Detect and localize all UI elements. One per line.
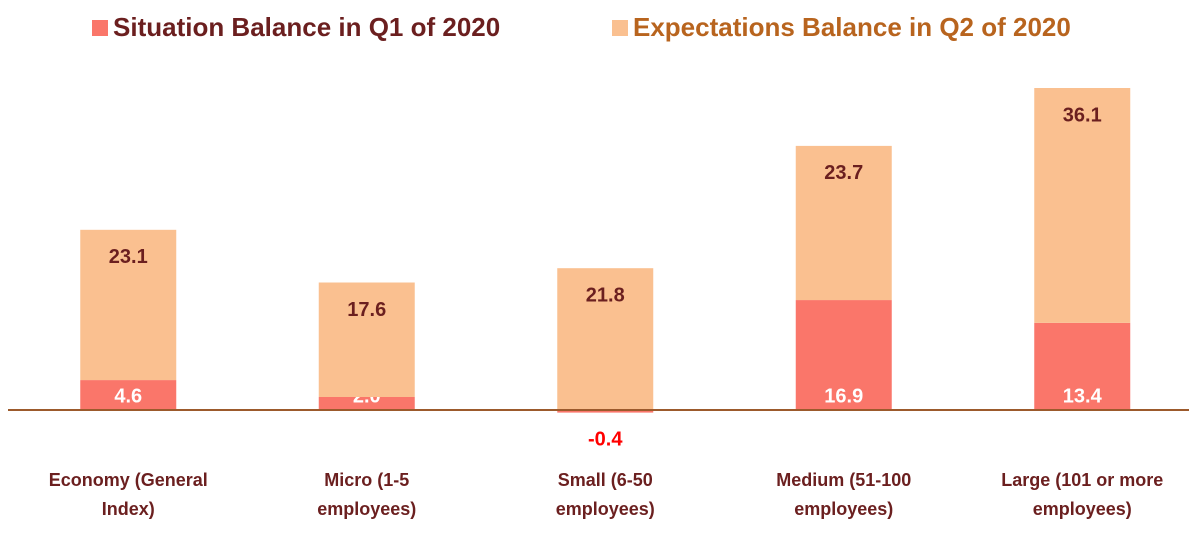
bar [80, 380, 177, 410]
bar [795, 145, 892, 301]
data-label: 4.6 [114, 385, 142, 407]
legend-label: Situation Balance in Q1 of 2020 [113, 12, 500, 42]
category-label: Micro (1-5 employees) [317, 470, 417, 519]
legend-swatch [612, 20, 628, 36]
bar [1034, 88, 1131, 323]
bar [557, 268, 654, 410]
category-label: Small (6-50 employees) [555, 470, 655, 519]
bar [795, 300, 892, 410]
data-label: 13.4 [1063, 385, 1103, 407]
category-label: Economy (General Index) [48, 470, 208, 519]
legend-swatch [92, 20, 108, 36]
bar [557, 410, 654, 413]
data-label: 17.6 [347, 299, 386, 321]
bar [80, 229, 177, 381]
data-label: 16.9 [824, 385, 863, 407]
data-label: 23.1 [109, 246, 148, 268]
bar [318, 282, 415, 397]
data-label: 21.8 [586, 284, 625, 306]
data-label: 36.1 [1063, 104, 1102, 126]
data-label: -0.4 [588, 428, 623, 450]
bar [1034, 322, 1131, 410]
legend-label: Expectations Balance in Q2 of 2020 [633, 12, 1071, 42]
category-label: Medium (51-100 employees) [776, 470, 912, 519]
bar [318, 396, 415, 410]
data-label: 23.7 [824, 162, 863, 184]
category-label: Large (101 or more employees) [1001, 470, 1164, 519]
